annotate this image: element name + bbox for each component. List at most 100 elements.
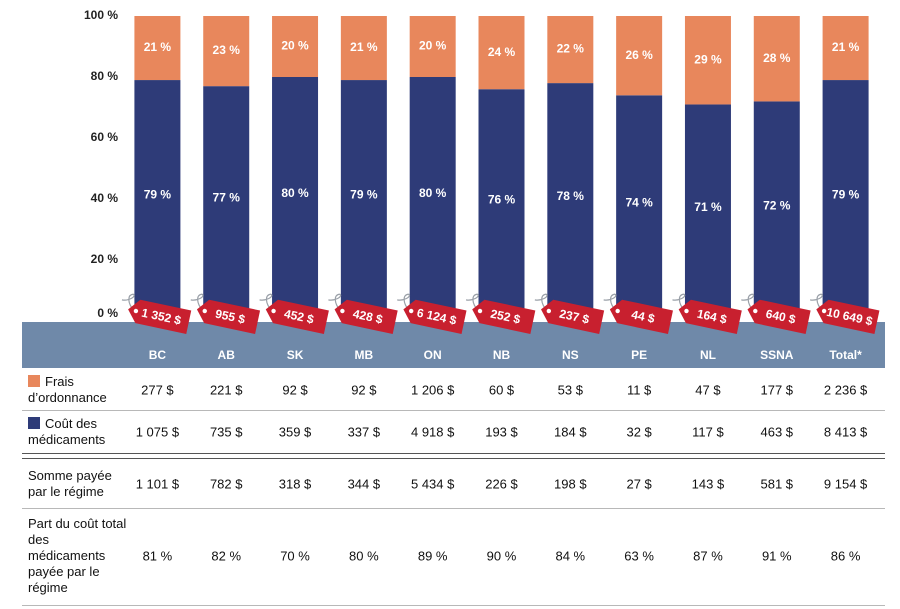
bar-value-label: 80 % xyxy=(419,186,447,200)
table-cell: 344 $ xyxy=(347,476,381,492)
table-cell: 198 $ xyxy=(554,476,587,492)
legend-swatch xyxy=(28,375,40,387)
tag-hole xyxy=(821,308,827,314)
table-cell: 87 % xyxy=(693,548,723,564)
bar-segment xyxy=(684,104,731,321)
table-cell: 117 $ xyxy=(692,424,724,440)
row-divider xyxy=(22,410,885,411)
bar-value-label: 71 % xyxy=(694,200,722,214)
table-cell: 184 $ xyxy=(554,424,587,440)
table-cell: 318 $ xyxy=(278,476,312,492)
bar-value-label: 79 % xyxy=(350,188,378,202)
y-tick-label: 40 % xyxy=(91,191,119,205)
price-tag: 428 $ xyxy=(328,293,398,334)
tag-hole xyxy=(202,308,207,314)
table-cell: 32 $ xyxy=(626,424,652,440)
table-cell: 84 % xyxy=(555,548,586,564)
legend-label: Frais d’ordonnance xyxy=(28,374,107,405)
bar-value-label: 21 % xyxy=(350,40,378,54)
table-cell: 90 % xyxy=(486,548,517,564)
bar-segment xyxy=(616,95,663,321)
bar-value-label: 80 % xyxy=(281,186,309,200)
price-tag: 452 $ xyxy=(259,293,329,334)
price-tag: 955 $ xyxy=(190,293,261,334)
table-cell: 1 075 $ xyxy=(135,424,180,440)
y-tick-label: 100 % xyxy=(84,8,118,22)
table-cell: 47 $ xyxy=(695,382,721,398)
row-divider xyxy=(22,458,885,459)
tag-body xyxy=(334,299,398,334)
bar-segment xyxy=(684,16,731,105)
table-cell: 5 434 $ xyxy=(410,476,455,492)
column-header: NL xyxy=(700,348,716,362)
price-tag: 237 $ xyxy=(534,293,605,334)
row-label: Part du coût total des médicaments payée… xyxy=(28,516,127,595)
price-tag: 252 $ xyxy=(465,293,536,334)
bar-segment xyxy=(753,16,800,102)
column-header: AB xyxy=(218,348,236,362)
table-cell: 221 $ xyxy=(209,382,243,398)
bar-segment xyxy=(340,16,387,81)
table-cell: 143 $ xyxy=(691,476,725,492)
table-cell: 11 $ xyxy=(626,382,652,398)
tag-label: 164 $ xyxy=(696,307,729,327)
table-cell: 92 $ xyxy=(282,382,308,398)
bar-segment xyxy=(203,16,250,87)
column-header: ON xyxy=(424,348,442,362)
tag-label: 252 $ xyxy=(489,307,522,327)
table-cell: 82 % xyxy=(211,548,242,564)
table-cell: 782 $ xyxy=(209,476,243,492)
table-cell: 226 $ xyxy=(485,476,518,492)
bar-segment xyxy=(409,16,456,77)
tag-label: 44 $ xyxy=(630,307,656,326)
column-header: Total* xyxy=(829,348,862,362)
bar-segment xyxy=(547,83,594,321)
tag-body xyxy=(816,299,880,334)
column-header: MB xyxy=(355,348,374,362)
column-header: SK xyxy=(287,348,304,362)
y-tick-label: 20 % xyxy=(91,252,119,266)
table-cell: 9 154 $ xyxy=(823,476,868,492)
bar-value-label: 79 % xyxy=(832,188,860,202)
bar-value-label: 77 % xyxy=(213,191,241,205)
tag-hole xyxy=(340,308,345,314)
bar-segment xyxy=(822,16,869,81)
tag-body xyxy=(128,299,192,334)
tag-label: 452 $ xyxy=(283,307,316,327)
price-tag: 44 $ xyxy=(603,293,673,334)
bar-value-label: 20 % xyxy=(281,39,309,53)
table-cell: 337 $ xyxy=(347,424,381,440)
tag-hole xyxy=(271,308,276,314)
price-tag: 6 124 $ xyxy=(397,293,467,334)
price-tag: 640 $ xyxy=(741,293,811,334)
bar-value-label: 23 % xyxy=(213,43,241,57)
price-tag: 10 649 $ xyxy=(810,293,880,334)
tag-hole xyxy=(684,308,689,314)
table-cell: 735 $ xyxy=(209,424,243,440)
table-cell: 60 $ xyxy=(488,382,515,398)
table-cell: 193 $ xyxy=(485,424,518,440)
tag-label: 640 $ xyxy=(765,307,798,327)
tag-hole xyxy=(409,308,414,314)
bar-segment xyxy=(272,16,319,77)
price-tag: 164 $ xyxy=(672,293,742,334)
y-tick-label: 60 % xyxy=(91,130,119,144)
bar-value-label: 79 % xyxy=(144,188,172,202)
bar-value-label: 72 % xyxy=(763,198,791,212)
y-tick-label: 0 % xyxy=(97,306,118,320)
table-cell: 4 918 $ xyxy=(410,424,455,440)
table-cell: 86 % xyxy=(830,548,861,564)
table-cell: 1 206 $ xyxy=(410,382,455,398)
bar-value-label: 28 % xyxy=(763,51,791,65)
bar-segment xyxy=(134,16,181,81)
table-cell: 91 % xyxy=(761,548,792,564)
column-header: SSNA xyxy=(760,348,794,362)
bar-value-label: 21 % xyxy=(144,40,172,54)
bar-value-label: 78 % xyxy=(557,189,585,203)
table-cell: 581 $ xyxy=(760,476,794,492)
column-header: BC xyxy=(149,348,167,362)
tag-body xyxy=(747,299,811,334)
bar-value-label: 29 % xyxy=(694,52,722,66)
column-header: NB xyxy=(493,348,511,362)
tag-body xyxy=(403,299,467,334)
